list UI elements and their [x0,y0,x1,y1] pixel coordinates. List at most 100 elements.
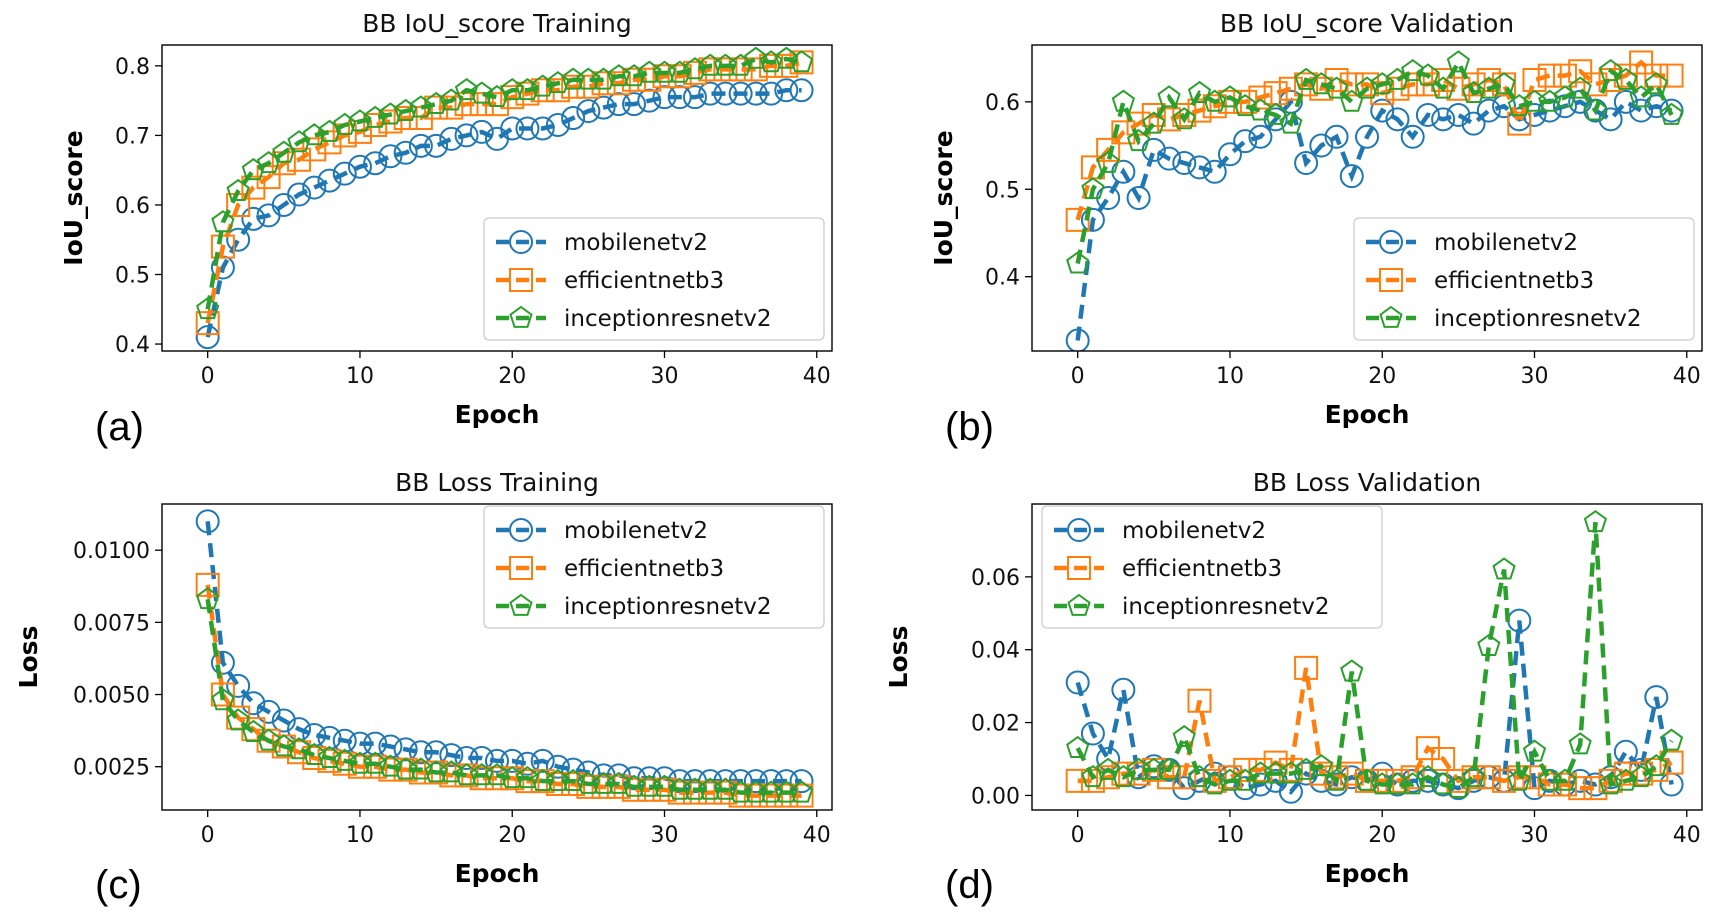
data-point-inceptionresnetv2 [1538,89,1562,112]
panel-tag: (a) [95,405,144,449]
x-tick-label: 0 [1071,364,1085,389]
chart-title: BB Loss Validation [1253,468,1481,497]
legend-marker-inceptionresnetv2 [1067,593,1091,616]
data-point-mobilenetv2 [1355,124,1379,149]
data-point-inceptionresnetv2 [226,178,250,201]
chart-panel-a: BB IoU_score Training 0 10 20 30 40 0.4 0.5 0.6 0… [59,9,833,449]
data-point-mobilenetv2 [332,161,357,186]
data-point-mobilenetv2 [195,509,220,534]
data-point-mobilenetv2 [1400,124,1425,149]
data-point-inceptionresnetv2 [485,84,509,108]
data-point-inceptionresnetv2 [683,777,707,800]
data-point-inceptionresnetv2 [1492,557,1516,580]
data-point-inceptionresnetv2 [333,748,357,771]
panel-tag: (d) [945,863,994,907]
chart-title: BB IoU_score Validation [1220,9,1514,38]
data-point-inceptionresnetv2 [1142,111,1166,134]
data-point-inceptionresnetv2 [424,91,448,115]
x-tick-label: 40 [1673,823,1701,848]
panel-tag: (b) [945,405,994,449]
data-point-inceptionresnetv2 [287,130,311,153]
data-point-mobilenetv2 [1415,768,1440,793]
data-point-inceptionresnetv2 [1568,732,1592,755]
data-point-inceptionresnetv2 [591,67,616,90]
legend-label-mobilenetv2: mobilenetv2 [564,518,708,544]
x-axis-label: Epoch [1325,859,1410,888]
legend-label-inceptionresnetv2: inceptionresnetv2 [564,306,772,332]
data-point-efficientnetb3 [424,760,449,785]
data-point-efficientnetb3 [1355,72,1379,97]
data-point-mobilenetv2 [1659,98,1684,123]
data-point-efficientnetb3 [1294,72,1319,97]
data-point-inceptionresnetv2 [302,742,326,766]
data-point-mobilenetv2 [789,769,814,794]
data-point-inceptionresnetv2 [668,777,692,800]
data-point-inceptionresnetv2 [1126,128,1151,152]
plot-frame [161,44,833,352]
data-point-inceptionresnetv2 [1431,76,1455,99]
chart-title: BB Loss Training [395,468,599,497]
data-point-mobilenetv2 [1126,186,1151,210]
data-point-mobilenetv2 [1461,111,1486,136]
data-point-inceptionresnetv2 [622,64,646,87]
x-tick-label: 40 [803,823,831,848]
data-point-mobilenetv2 [317,168,342,193]
data-point-mobilenetv2 [469,119,494,144]
data-point-inceptionresnetv2 [1461,764,1486,788]
data-point-mobilenetv2 [1080,721,1105,746]
data-point-inceptionresnetv2 [317,119,342,142]
data-point-efficientnetb3 [530,769,555,794]
data-point-inceptionresnetv2 [1553,85,1577,108]
chart-panel-b: BB IoU_score Validation 0 10 20 30 40 0.4 0.5 0.… [929,9,1703,449]
data-point-mobilenetv2 [1248,772,1273,797]
data-point-inceptionresnetv2 [1096,757,1120,780]
data-point-efficientnetb3 [454,763,479,788]
legend-box [483,217,825,341]
data-point-inceptionresnetv2 [1477,633,1501,656]
data-point-inceptionresnetv2 [1355,768,1379,791]
data-point-inceptionresnetv2 [1203,772,1227,795]
x-tick-label: 20 [498,823,526,848]
data-point-inceptionresnetv2 [485,763,509,786]
legend: mobilenetv2 efficientnetb3 inceptionresnet… [1041,505,1383,629]
data-point-mobilenetv2 [1476,98,1501,123]
data-point-mobilenetv2 [1294,151,1319,176]
y-tick-label: 0.7 [115,124,150,149]
data-point-mobilenetv2 [759,81,784,106]
data-point-inceptionresnetv2 [393,757,418,780]
data-point-mobilenetv2 [1080,207,1105,232]
data-point-inceptionresnetv2 [1111,89,1136,112]
data-point-inceptionresnetv2 [1598,772,1623,795]
data-point-mobilenetv2 [500,116,525,141]
data-point-mobilenetv2 [576,99,601,124]
x-tick-label: 20 [1368,364,1396,389]
x-tick-label: 30 [651,364,679,389]
data-point-mobilenetv2 [774,78,799,103]
data-point-inceptionresnetv2 [637,60,661,83]
legend-label-efficientnetb3: efficientnetb3 [1122,556,1282,582]
legend-label-efficientnetb3: efficientnetb3 [1434,268,1594,294]
series-line-inceptionresnetv2 [1075,522,1674,791]
data-point-inceptionresnetv2 [317,745,342,768]
data-point-inceptionresnetv2 [744,780,768,803]
data-point-inceptionresnetv2 [728,53,753,76]
data-point-inceptionresnetv2 [1401,772,1425,795]
y-tick-label: 0.4 [115,333,150,358]
data-point-inceptionresnetv2 [1538,768,1562,791]
legend-label-efficientnetb3: efficientnetb3 [564,268,724,294]
data-point-efficientnetb3 [500,766,525,791]
data-point-inceptionresnetv2 [409,95,433,118]
data-point-mobilenetv2 [652,85,677,110]
data-point-inceptionresnetv2 [1309,754,1333,777]
data-point-inceptionresnetv2 [774,780,798,803]
legend-marker-inceptionresnetv2 [509,305,533,328]
data-point-mobilenetv2 [485,748,509,773]
x-axis-label: Epoch [455,400,540,429]
y-tick-label: 0.06 [971,566,1020,591]
data-point-mobilenetv2 [378,734,403,759]
data-point-inceptionresnetv2 [1111,764,1136,788]
legend-marker-efficientnetb3 [1379,268,1403,292]
data-point-inceptionresnetv2 [713,777,738,800]
data-point-inceptionresnetv2 [1507,768,1531,791]
